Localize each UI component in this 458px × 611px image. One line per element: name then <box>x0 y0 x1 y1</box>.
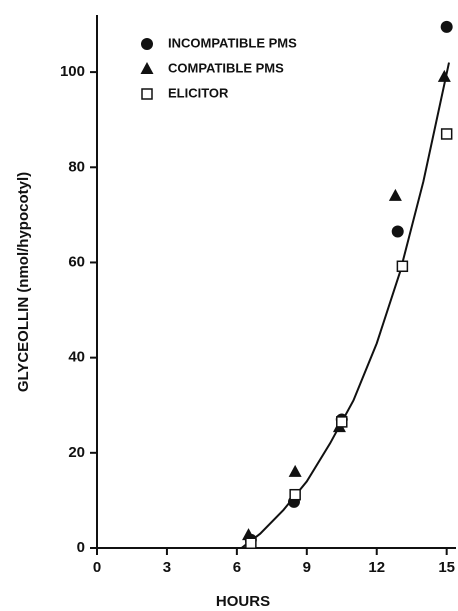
legend-marker <box>141 88 153 100</box>
fit-curve <box>240 62 450 549</box>
x-axis-label: HOURS <box>216 593 270 610</box>
data-point <box>396 260 409 273</box>
x-tick-label: 6 <box>233 559 241 576</box>
data-point <box>336 416 348 428</box>
data-point <box>440 20 453 33</box>
x-tick-label: 3 <box>163 559 171 576</box>
legend-label: ELICITOR <box>168 85 229 100</box>
data-point <box>391 225 404 238</box>
y-axis-label: GLYCEOLLIN (nmol/hypocotyl) <box>15 172 32 392</box>
data-point <box>288 464 302 477</box>
data-point <box>440 128 453 140</box>
data-point <box>245 537 257 549</box>
y-tick-label: 60 <box>68 253 85 270</box>
data-point <box>289 488 301 501</box>
y-tick-label: 40 <box>68 349 85 366</box>
x-tick-label: 9 <box>303 559 311 576</box>
data-point <box>388 188 402 201</box>
legend-label: COMPATIBLE PMS <box>168 60 284 75</box>
data-point <box>437 69 451 82</box>
y-tick-label: 20 <box>68 444 85 461</box>
x-tick-label: 12 <box>368 559 385 576</box>
legend-marker <box>141 38 153 50</box>
data-point <box>242 528 256 541</box>
y-tick-label: 80 <box>68 158 85 175</box>
x-tick-label: 15 <box>438 559 455 576</box>
legend-label: INCOMPATIBLE PMS <box>168 35 297 50</box>
y-tick-label: 0 <box>77 539 85 556</box>
legend-marker <box>140 62 154 74</box>
y-tick-label: 100 <box>60 63 85 80</box>
x-tick-label: 0 <box>93 559 101 576</box>
